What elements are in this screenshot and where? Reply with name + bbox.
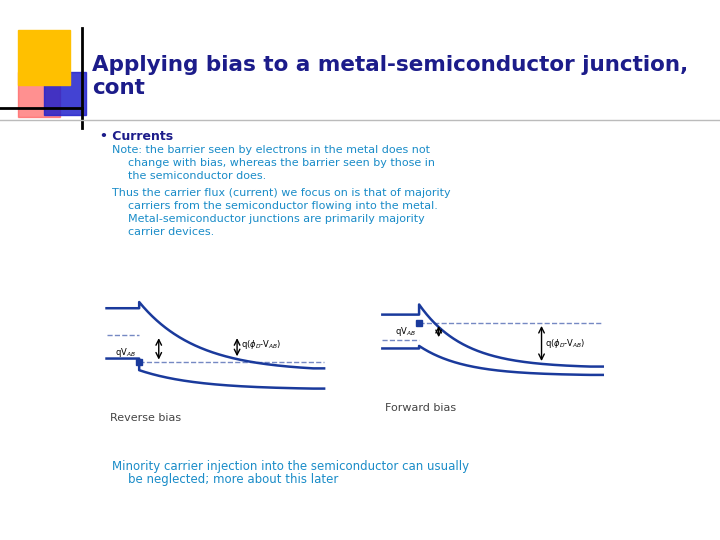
Text: Reverse bias: Reverse bias xyxy=(110,413,181,423)
Text: the semiconductor does.: the semiconductor does. xyxy=(128,171,266,181)
Bar xyxy=(18,72,60,117)
Text: Applying bias to a metal-semiconductor junction,: Applying bias to a metal-semiconductor j… xyxy=(92,55,688,75)
Text: qV$_{AB}$: qV$_{AB}$ xyxy=(395,325,415,338)
Text: Minority carrier injection into the semiconductor can usually: Minority carrier injection into the semi… xyxy=(112,460,469,473)
Bar xyxy=(18,30,70,85)
Text: change with bias, whereas the barrier seen by those in: change with bias, whereas the barrier se… xyxy=(128,158,435,168)
Text: q($\phi_D$-V$_{AB}$): q($\phi_D$-V$_{AB}$) xyxy=(241,339,282,352)
Text: q($\phi_D$-V$_{AB}$): q($\phi_D$-V$_{AB}$) xyxy=(545,337,586,350)
Text: • Currents: • Currents xyxy=(100,130,173,143)
Text: cont: cont xyxy=(92,78,145,98)
Bar xyxy=(44,72,86,115)
Text: Metal-semiconductor junctions are primarily majority: Metal-semiconductor junctions are primar… xyxy=(128,214,425,224)
Text: be neglected; more about this later: be neglected; more about this later xyxy=(128,473,338,486)
Text: qV$_{AB}$: qV$_{AB}$ xyxy=(115,346,136,359)
Text: carrier devices.: carrier devices. xyxy=(128,227,215,237)
Text: Note: the barrier seen by electrons in the metal does not: Note: the barrier seen by electrons in t… xyxy=(112,145,430,155)
Text: carriers from the semiconductor flowing into the metal.: carriers from the semiconductor flowing … xyxy=(128,201,438,211)
Text: Thus the carrier flux (current) we focus on is that of majority: Thus the carrier flux (current) we focus… xyxy=(112,188,451,198)
Text: Forward bias: Forward bias xyxy=(385,403,456,413)
